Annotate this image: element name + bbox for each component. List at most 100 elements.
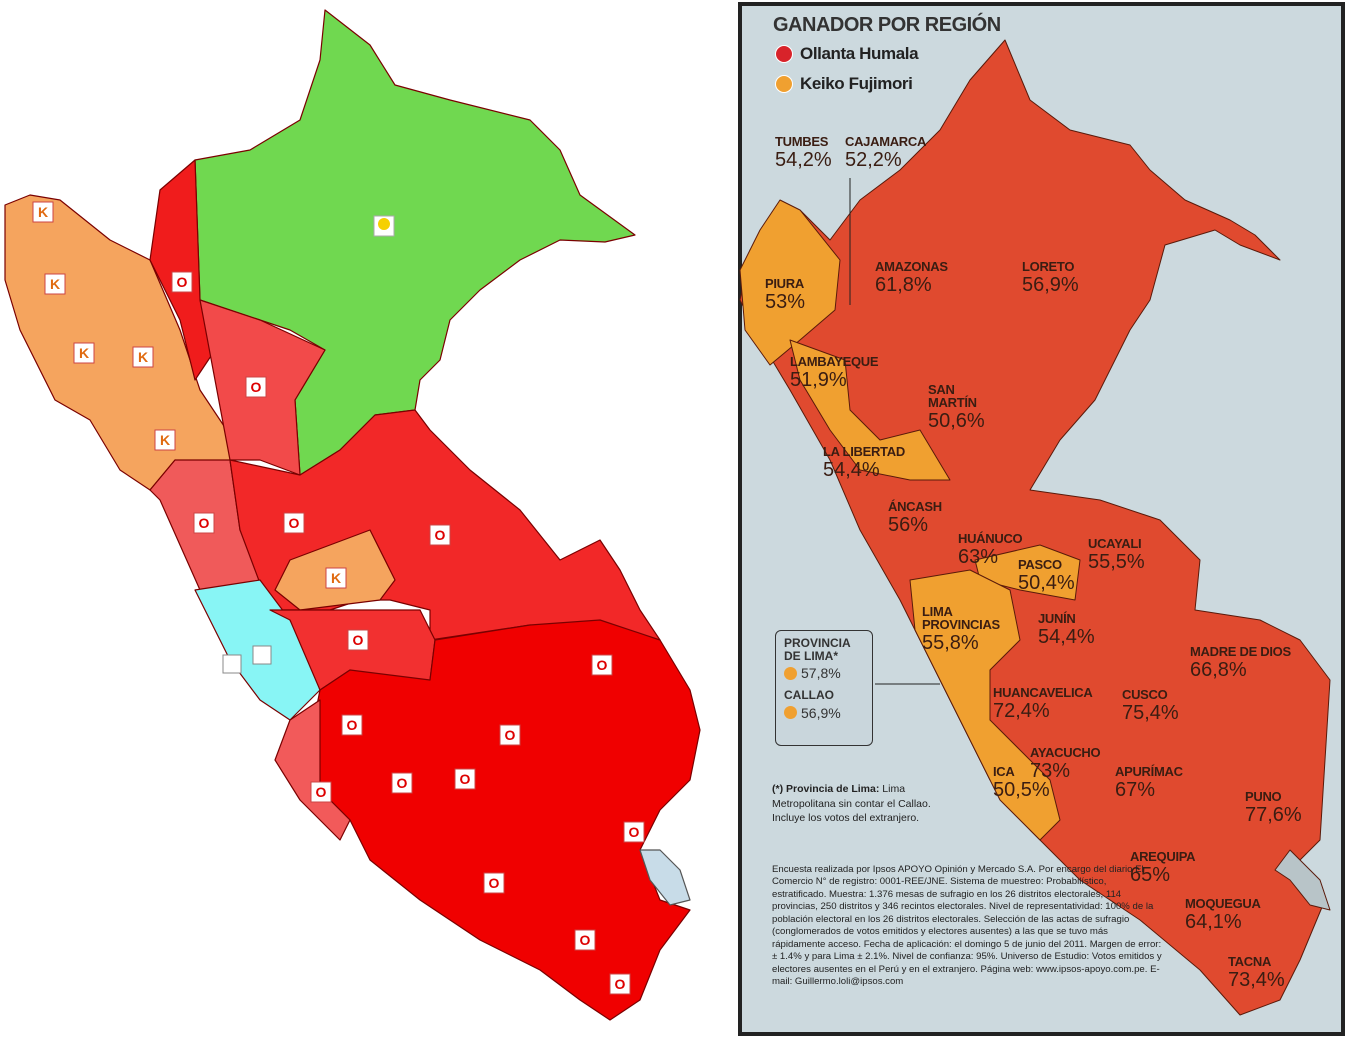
inset-name: CALLAO	[784, 688, 834, 703]
region-label: UCAYALI 55,5%	[1088, 537, 1168, 572]
region-name: CAJAMARCA	[845, 134, 927, 149]
marker-label: O	[489, 875, 500, 891]
region-label: HUÁNUCO 63%	[958, 532, 1038, 567]
region-name: APURÍMAC	[1115, 764, 1183, 779]
marker-label: O	[353, 632, 364, 648]
marker-box	[623, 821, 645, 843]
region-percent: 77,6%	[1245, 804, 1302, 826]
marker-label: O	[397, 775, 408, 791]
region-label: PUNO 77,6%	[1245, 790, 1325, 825]
legend-swatch	[775, 75, 793, 93]
marker-label: K	[138, 349, 148, 365]
markers: K K K K K K O O O O O O O O O O O O O O O O	[32, 201, 645, 995]
region-label: SAN MARTÍN 50,6%	[928, 383, 998, 431]
region-label: TUMBES 54,2%	[775, 135, 855, 170]
region-percent: 50,4%	[1018, 572, 1075, 594]
party-marker: O	[391, 772, 413, 794]
region-name: PIURA	[765, 276, 804, 291]
marker-box	[347, 629, 369, 651]
party-icon	[222, 654, 242, 674]
inset-box: PROVINCIA DE LIMA* 57,8% CALLAO 56,9%	[775, 630, 873, 746]
marker-label: K	[50, 276, 60, 292]
region-label: CUSCO 75,4%	[1122, 688, 1202, 723]
lake	[1274, 849, 1331, 911]
region-percent: 54,2%	[775, 149, 832, 171]
marker-box	[499, 724, 521, 746]
region-name: LORETO	[1022, 259, 1075, 274]
region-percent: 50,6%	[928, 410, 985, 432]
marker-label: O	[289, 515, 300, 531]
region-name: LIMA PROVINCIAS	[922, 604, 1000, 632]
region-label: AREQUIPA 65%	[1130, 850, 1220, 885]
party-marker: O	[429, 524, 451, 546]
marker-box	[73, 342, 95, 364]
region-percent: 73,4%	[1228, 969, 1285, 991]
region-percent: 66,8%	[1190, 659, 1247, 681]
marker-box	[245, 376, 267, 398]
inset-swatch	[784, 706, 797, 720]
party-icon	[252, 645, 272, 665]
legend-label: Keiko Fujimori	[800, 74, 913, 93]
region-name: HUANCAVELICA	[993, 685, 1093, 700]
marker-label: K	[79, 345, 89, 361]
party-marker: K	[73, 342, 95, 364]
party-marker: K	[44, 273, 66, 295]
territory	[909, 569, 1061, 841]
region-percent: 54,4%	[823, 459, 880, 481]
party-marker: O	[623, 821, 645, 843]
inset-percent: 57,8%	[801, 665, 841, 682]
inset-swatch	[784, 666, 797, 680]
region-label: JUNÍN 54,4%	[1038, 612, 1118, 647]
region-percent: 72,4%	[993, 700, 1050, 722]
region-percent: 63%	[958, 546, 999, 568]
region-name: PUNO	[1245, 789, 1282, 804]
footnote: (*) Provincia de Lima: Lima Metropolitan…	[772, 782, 962, 826]
party-marker: K	[325, 567, 347, 589]
region-name: AYACUCHO	[1030, 745, 1101, 760]
marker-box	[574, 929, 596, 951]
region-percent: 56,9%	[1022, 274, 1079, 296]
party-marker: O	[483, 872, 505, 894]
region-name: UCAYALI	[1088, 536, 1142, 551]
region-label: CAJAMARCA 52,2%	[845, 135, 945, 170]
marker-label: O	[580, 932, 591, 948]
party-marker: K	[132, 346, 154, 368]
marker-box	[591, 654, 613, 676]
region-name: TACNA	[1228, 954, 1272, 969]
region-name: SAN MARTÍN	[928, 382, 977, 410]
region-label: LA LIBERTAD 54,4%	[823, 445, 923, 480]
lake	[639, 849, 691, 906]
legend-label: Ollanta Humala	[800, 44, 919, 63]
party-marker: O	[591, 654, 613, 676]
region-percent: 67%	[1115, 779, 1156, 801]
region-percent: 53%	[765, 291, 806, 313]
party-marker: O	[454, 768, 476, 790]
inset-row: 56,9%	[784, 705, 864, 721]
region-percent: 50,5%	[993, 779, 1050, 801]
territory	[739, 199, 841, 366]
marker-box	[154, 429, 176, 451]
marker-box	[325, 567, 347, 589]
marker-box	[193, 512, 215, 534]
party-marker: O	[171, 271, 193, 293]
region-percent: 55,5%	[1088, 551, 1145, 573]
region-label: LIMA PROVINCIAS 55,8%	[922, 605, 1022, 653]
region-label: LORETO 56,9%	[1022, 260, 1122, 295]
marker-box	[429, 524, 451, 546]
region-label: MADRE DE DIOS 66,8%	[1190, 645, 1310, 680]
region-percent: 54,4%	[1038, 626, 1095, 648]
region-percent: 75,4%	[1122, 702, 1179, 724]
marker-label: O	[251, 379, 262, 395]
region-name: LAMBAYEQUE	[790, 354, 879, 369]
region	[309, 619, 701, 1021]
marker-label: O	[629, 824, 640, 840]
inset-name: PROVINCIA DE LIMA*	[784, 636, 851, 664]
region-name: HUÁNUCO	[958, 531, 1023, 546]
region-label: ÁNCASH 56%	[888, 500, 968, 535]
region-name: ÁNCASH	[888, 499, 942, 514]
region-label: AYACUCHO 73%	[1030, 746, 1120, 781]
marker-label: O	[505, 727, 516, 743]
inset-percent: 56,9%	[801, 704, 841, 721]
marker-label: O	[199, 515, 210, 531]
